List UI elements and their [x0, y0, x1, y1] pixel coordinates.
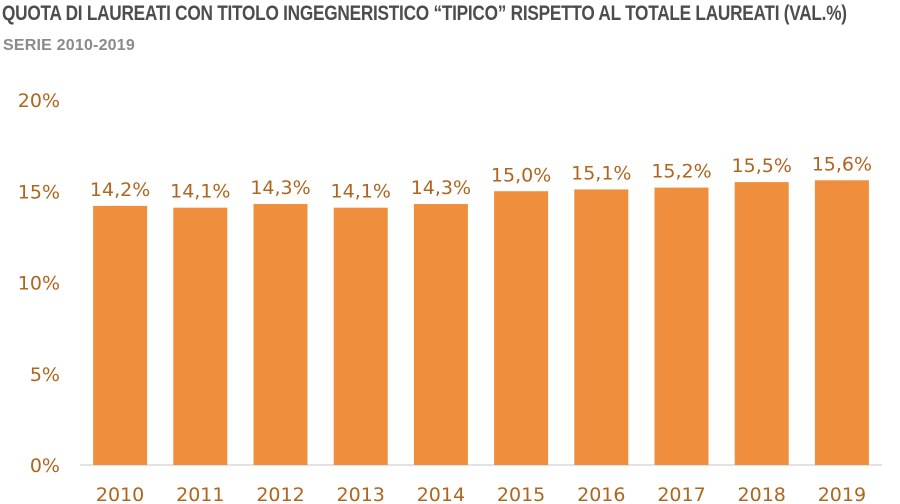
bar-2016 [574, 189, 629, 466]
data-label-2018: 15,5% [732, 155, 792, 177]
data-label-2012: 14,3% [250, 177, 310, 199]
chart-title: QUOTA DI LAUREATI CON TITOLO INGEGNERIST… [2, 2, 847, 25]
y-tick-label: 20% [18, 90, 60, 112]
x-tick-label-2013: 2013 [337, 484, 385, 504]
x-tick-label-2014: 2014 [417, 484, 465, 504]
x-tick-label-2019: 2019 [818, 484, 866, 504]
x-tick-label-2017: 2017 [657, 484, 705, 504]
bar-2011 [173, 207, 228, 466]
y-tick-label: 0% [30, 455, 60, 477]
bar-2017 [654, 187, 709, 465]
data-label-2017: 15,2% [651, 161, 711, 183]
bar-2012 [253, 204, 308, 465]
data-label-2015: 15,0% [491, 164, 551, 186]
y-tick-label: 15% [18, 181, 60, 203]
data-label-2013: 14,1% [331, 181, 391, 203]
bar-2019 [814, 180, 869, 466]
bar-2014 [413, 204, 468, 465]
data-label-2010: 14,2% [90, 179, 150, 201]
x-tick-label-2015: 2015 [497, 484, 545, 504]
data-label-2016: 15,1% [571, 162, 631, 184]
x-tick-label-2010: 2010 [96, 484, 144, 504]
bar-2010 [93, 205, 148, 465]
bar-2018 [734, 182, 789, 465]
x-tick-label-2016: 2016 [577, 484, 625, 504]
x-tick-label-2011: 2011 [176, 484, 224, 504]
x-tick-label-2012: 2012 [256, 484, 304, 504]
data-label-2011: 14,1% [170, 181, 230, 203]
bar-2013 [333, 207, 388, 466]
bar-2015 [494, 191, 549, 465]
data-label-2019: 15,6% [812, 153, 872, 175]
data-label-2014: 14,3% [411, 177, 471, 199]
y-tick-label: 10% [18, 273, 60, 295]
x-tick-label-2018: 2018 [738, 484, 786, 504]
chart-subtitle: SERIE 2010-2019 [3, 37, 135, 54]
y-tick-label: 5% [30, 364, 60, 386]
